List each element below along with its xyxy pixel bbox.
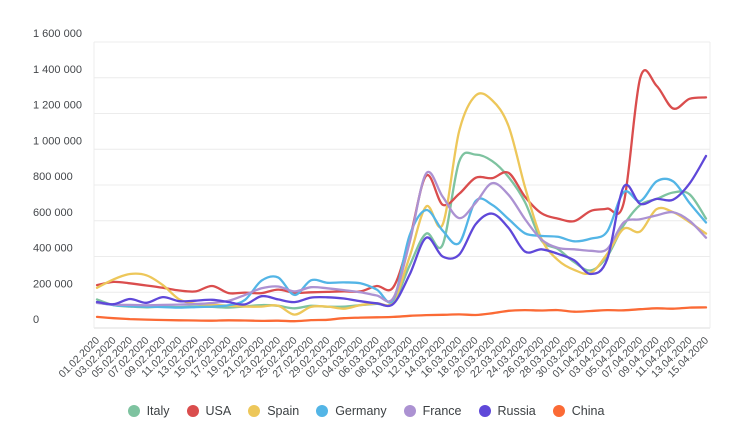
legend-item-germany[interactable]: Germany — [316, 404, 387, 418]
legend-marker-icon — [316, 405, 329, 417]
y-axis-label: 0 — [33, 314, 39, 326]
legend-item-usa[interactable]: USA — [186, 404, 232, 418]
legend-label: Spain — [267, 404, 300, 418]
legend-item-italy[interactable]: Italy — [127, 404, 170, 418]
y-axis-label: 1 400 000 — [33, 64, 82, 76]
series-line-china[interactable] — [95, 306, 708, 323]
legend-marker-icon — [478, 405, 491, 417]
line-chart-svg: 0 200 000 400 000 600 000 800 000 1 000 000 1 … — [33, 28, 711, 380]
legend-label: USA — [205, 404, 232, 418]
legend-item-france[interactable]: France — [403, 404, 462, 418]
y-axis-label: 800 000 — [33, 171, 73, 183]
legend-label: Germany — [335, 404, 387, 418]
legend-marker-icon — [186, 405, 199, 417]
legend-marker-icon — [403, 405, 416, 417]
legend-marker-icon — [552, 405, 565, 417]
y-axis-label: 1 200 000 — [33, 100, 82, 112]
legend: Italy USA Spain Germany France Russia China — [0, 404, 732, 418]
series-line-russia[interactable] — [95, 154, 708, 308]
y-axis-label: 1 600 000 — [33, 28, 82, 40]
legend-item-spain[interactable]: Spain — [248, 404, 299, 418]
legend-label: Italy — [146, 404, 170, 418]
series-line-usa[interactable] — [95, 69, 708, 295]
y-axis-label: 600 000 — [33, 207, 73, 219]
y-axis-label: 400 000 — [33, 243, 73, 255]
legend-marker-icon — [248, 405, 261, 417]
legend-item-china[interactable]: China — [552, 404, 605, 418]
series-line-france[interactable] — [95, 170, 708, 307]
y-axis-label: 1 000 000 — [33, 135, 82, 147]
y-axis-label: 200 000 — [33, 278, 73, 290]
legend-item-russia[interactable]: Russia — [478, 404, 536, 418]
legend-label: China — [571, 404, 605, 418]
legend-marker-icon — [127, 405, 140, 417]
series-line-germany[interactable] — [95, 177, 708, 309]
legend-label: Russia — [497, 404, 536, 418]
legend-label: France — [422, 404, 462, 418]
series-line-spain[interactable] — [95, 92, 708, 316]
